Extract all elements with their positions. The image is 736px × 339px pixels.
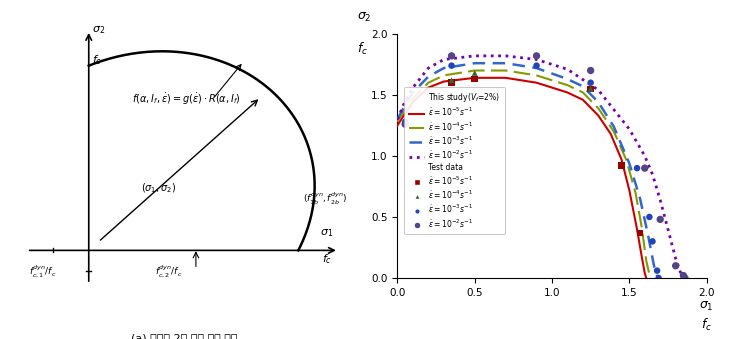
Point [446,80,458,85]
Text: $f_{c,2}^{dyn}/f_c$: $f_{c,2}^{dyn}/f_c$ [155,264,183,280]
Point [677,273,689,278]
Text: $f_c$: $f_c$ [701,317,712,333]
Point [584,86,596,92]
Point [531,53,542,59]
Point [639,165,651,171]
Point [615,163,627,168]
Text: $f(\alpha, I_f, \dot{\varepsilon}) = g(\dot{\varepsilon}) \cdot R(\alpha, I_f)$: $f(\alpha, I_f, \dot{\varepsilon}) = g(\… [132,92,241,107]
Text: $f_c$: $f_c$ [357,41,368,57]
Point [651,268,663,273]
Text: $\sigma_2$: $\sigma_2$ [357,11,372,24]
Text: $\sigma_2$: $\sigma_2$ [92,24,105,36]
Point [446,63,458,68]
Text: (a) 제안한 2축 동적 강도 곡선: (a) 제안한 2축 동적 강도 곡선 [131,333,237,339]
Text: $f_c$: $f_c$ [92,53,102,67]
Point [469,70,481,76]
Point [400,119,411,124]
Point [653,275,665,281]
Point [446,78,458,83]
Text: $\sigma_1$: $\sigma_1$ [320,227,333,239]
Point [654,217,666,222]
Point [584,80,596,85]
Point [400,121,411,127]
Point [631,165,643,171]
Text: $(\sigma_1, \sigma_2)$: $(\sigma_1, \sigma_2)$ [141,182,177,195]
Text: $\sigma_1$: $\sigma_1$ [699,300,714,313]
Point [646,239,658,244]
Point [446,53,458,59]
Point [584,86,596,92]
Point [679,275,691,281]
Point [643,214,655,220]
Point [670,263,682,268]
Point [584,68,596,73]
Legend: This study($V_f$=2%), $\dot{\varepsilon} = 10^{-5}s^{-1}$, $\dot{\varepsilon} = : This study($V_f$=2%), $\dot{\varepsilon}… [404,86,505,234]
Point [469,76,481,82]
Text: $f_{c,1}^{dyn}/f_c$: $f_{c,1}^{dyn}/f_c$ [29,264,57,280]
Text: $f_c$: $f_c$ [322,253,332,266]
Text: $(f_{1b}^{dyn}, f_{2b}^{dyn})$: $(f_{1b}^{dyn}, f_{2b}^{dyn})$ [302,190,347,206]
Point [531,63,542,68]
Point [634,230,646,236]
